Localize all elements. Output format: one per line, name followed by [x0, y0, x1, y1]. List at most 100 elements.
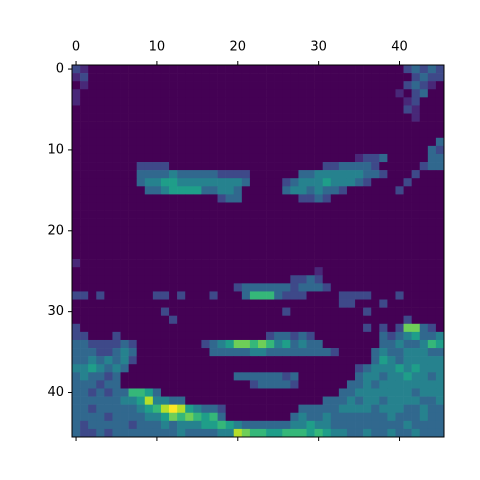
cell [266, 348, 275, 357]
cell [193, 194, 202, 203]
cell [185, 226, 194, 236]
cell [330, 404, 340, 414]
cell [435, 234, 445, 244]
cell [298, 73, 307, 82]
cell [128, 226, 137, 236]
cell [427, 218, 437, 228]
cell [435, 315, 445, 325]
y-tick-label: 30 [47, 304, 64, 319]
cell [266, 412, 275, 422]
cell [128, 404, 137, 414]
cell [193, 323, 202, 333]
cell [395, 97, 404, 106]
plot-frame [71, 64, 445, 438]
cell [419, 388, 429, 397]
cell [112, 396, 121, 405]
cell [249, 97, 259, 106]
cell [136, 315, 146, 325]
cell [419, 339, 429, 349]
cell [88, 420, 97, 430]
cell [282, 275, 291, 284]
cell [395, 428, 404, 438]
cell [193, 137, 202, 147]
cell [379, 153, 388, 163]
cell [314, 396, 323, 405]
cell [241, 275, 251, 284]
cell [363, 307, 372, 316]
cell [258, 267, 267, 276]
cell [298, 372, 307, 381]
cell [160, 348, 170, 357]
cell [177, 210, 186, 219]
cell [379, 388, 388, 397]
cell [96, 145, 105, 155]
cell [72, 121, 81, 130]
cell [387, 331, 396, 341]
cell [346, 153, 356, 163]
cell [88, 226, 97, 236]
cell [249, 267, 259, 276]
cell [290, 137, 299, 147]
cell [435, 323, 445, 333]
cell [144, 65, 154, 74]
cell [387, 283, 396, 292]
cell [427, 291, 437, 300]
cell [193, 420, 202, 430]
cell [201, 121, 210, 130]
cell [120, 137, 129, 147]
cell [136, 428, 146, 438]
cell [160, 145, 170, 155]
cell [217, 121, 226, 130]
cell [185, 307, 194, 316]
cell [314, 323, 323, 333]
cell [217, 89, 226, 98]
cell [185, 97, 194, 106]
cell [225, 396, 235, 405]
cell [128, 65, 137, 74]
cell [427, 137, 437, 147]
cell [395, 202, 404, 211]
cell [330, 234, 340, 244]
cell [266, 283, 275, 292]
cell [152, 307, 162, 316]
cell [160, 420, 170, 430]
cell [225, 283, 235, 292]
cell [282, 89, 291, 98]
cell [282, 259, 291, 268]
cell [338, 137, 348, 147]
cell [298, 153, 307, 163]
cell [290, 388, 299, 397]
cell [169, 234, 178, 244]
cell [193, 234, 202, 244]
cell [355, 242, 364, 252]
cell [330, 251, 340, 260]
cell [411, 234, 421, 244]
cell [282, 396, 291, 405]
cell [379, 162, 388, 171]
cell [379, 259, 388, 268]
x-tick-label: 20 [230, 40, 247, 55]
cell [241, 97, 251, 106]
cell [298, 428, 307, 438]
cell [136, 194, 146, 203]
cell [427, 420, 437, 430]
cell [136, 404, 146, 414]
cell [403, 81, 412, 90]
cell [112, 307, 121, 316]
cell [177, 234, 186, 244]
cell [306, 202, 315, 211]
cell [387, 89, 396, 98]
cell [427, 428, 437, 438]
cell [363, 202, 372, 211]
cell [72, 170, 81, 179]
cell [290, 170, 299, 179]
cell [387, 137, 396, 147]
cell [419, 380, 429, 389]
cell [128, 396, 137, 405]
cell [209, 315, 218, 325]
cell [241, 145, 251, 155]
cell [282, 145, 291, 155]
cell [427, 129, 437, 139]
cell [177, 137, 186, 147]
cell [217, 73, 226, 82]
